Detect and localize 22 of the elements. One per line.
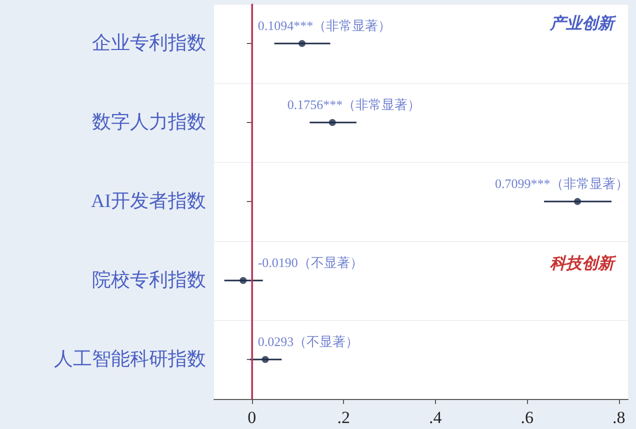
x-tick-label: .6 <box>520 408 534 427</box>
data-label: 0.7099***（非常显著） <box>495 176 628 191</box>
y-tick-label: 人工智能科研指数 <box>54 349 206 370</box>
y-tick-label: 企业专利指数 <box>92 33 206 54</box>
point <box>262 356 269 363</box>
y-tick-label: 院校专利指数 <box>92 270 206 291</box>
x-tick-label: .2 <box>337 408 350 427</box>
point <box>298 40 306 47</box>
point <box>240 277 247 284</box>
y-tick-label: 数字人力指数 <box>92 111 206 133</box>
annotation: 科技创新 <box>549 254 617 272</box>
annotation: 产业创新 <box>549 14 617 32</box>
data-label: 0.0293（不显著） <box>258 334 359 349</box>
point <box>328 119 336 126</box>
y-tick-label: AI开发者指数 <box>90 191 206 212</box>
point <box>574 198 581 205</box>
data-label: 0.1094***（非常显著） <box>258 18 392 33</box>
data-label: -0.0190（不显著） <box>258 255 363 270</box>
x-tick-label: .8 <box>612 408 626 427</box>
x-tick-label: 0 <box>248 408 256 427</box>
x-tick-label: .4 <box>428 408 442 427</box>
data-label: 0.1756***（非常显著） <box>287 97 421 112</box>
